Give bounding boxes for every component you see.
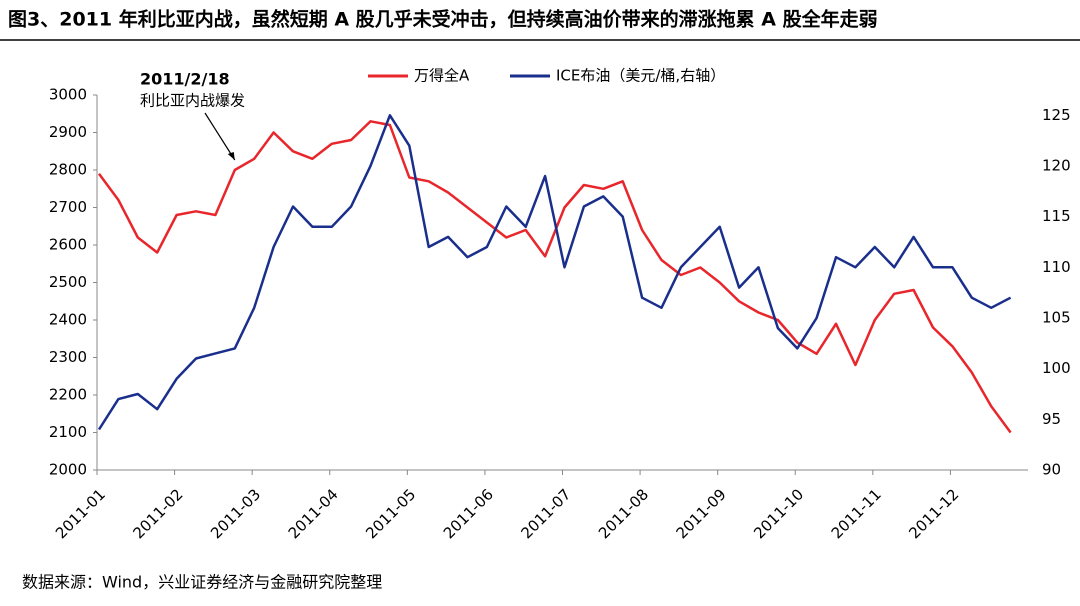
annotation-arrow [204, 112, 236, 161]
legend-label: ICE布油（美元/桶,右轴） [556, 67, 725, 85]
chart-title: 图3、2011 年利比亚内战，虽然短期 A 股几乎未受冲击，但持续高油价带来的滞… [8, 8, 878, 31]
y2-tick-label: 125 [1042, 106, 1071, 124]
y-tick-label: 2800 [49, 161, 87, 179]
x-tick-label: 2011-08 [595, 485, 652, 542]
x-tick-label: 2011-11 [828, 485, 885, 542]
y-tick-label: 2900 [49, 123, 87, 141]
annotation-arrowhead [227, 152, 235, 160]
y2-tick-label: 110 [1042, 258, 1071, 276]
y-tick-label: 2500 [49, 273, 87, 291]
annotation-text: 利比亚内战爆发 [140, 92, 245, 110]
x-tick-label: 2011-01 [52, 485, 109, 542]
y-tick-label: 2700 [49, 198, 87, 216]
x-tick-label: 2011-04 [285, 485, 342, 542]
x-tick-label: 2011-02 [130, 485, 187, 542]
y-tick-label: 2000 [49, 461, 87, 479]
y2-tick-label: 90 [1042, 461, 1061, 479]
y-tick-label: 2300 [49, 348, 87, 366]
y-tick-label: 2200 [49, 386, 87, 404]
x-tick-label: 2011-07 [517, 485, 574, 542]
line-series [97, 120, 1012, 434]
x-tick-label: 2011-03 [207, 485, 264, 542]
y-tick-label: 2400 [49, 311, 87, 329]
legend-label: 万得全A [414, 67, 470, 85]
x-tick-label: 2011-12 [905, 485, 962, 542]
y2-tick-label: 95 [1042, 410, 1061, 428]
y-tick-label: 3000 [49, 86, 87, 104]
annotation-date: 2011/2/18 [140, 70, 230, 89]
x-tick-label: 2011-09 [673, 485, 730, 542]
x-tick-label: 2011-06 [440, 485, 497, 542]
x-tick-label: 2011-05 [362, 485, 419, 542]
line-series [97, 114, 1012, 431]
source: 数据来源：Wind，兴业证券经济与金融研究院整理 [22, 573, 382, 592]
y2-tick-label: 115 [1042, 207, 1071, 225]
y2-tick-label: 120 [1042, 156, 1071, 174]
y2-tick-label: 100 [1042, 359, 1071, 377]
y-tick-label: 2600 [49, 236, 87, 254]
y2-tick-label: 105 [1042, 308, 1071, 326]
x-tick-label: 2011-10 [750, 485, 807, 542]
y-tick-label: 2100 [49, 423, 87, 441]
